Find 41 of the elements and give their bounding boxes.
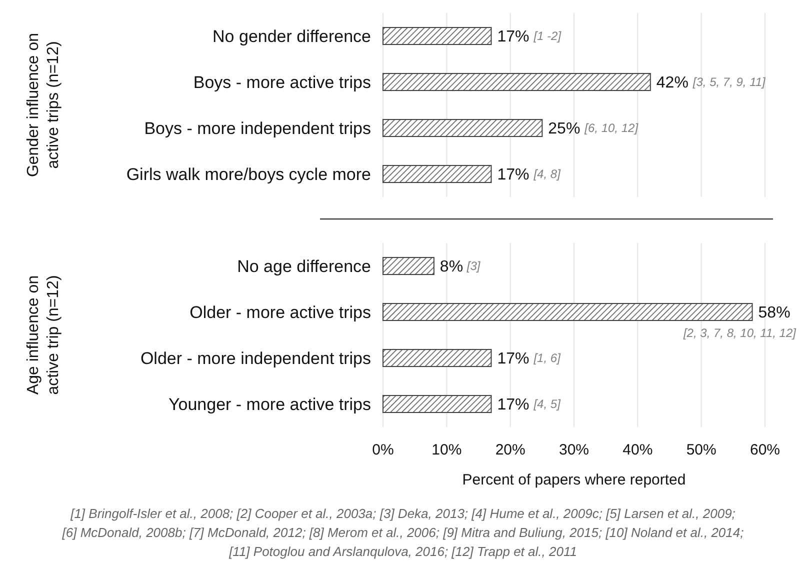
x-tick-label: 20% xyxy=(495,441,526,458)
y-tick-label: Girls walk more/boys cycle more xyxy=(126,164,371,184)
text: [1] Bringolf-Isler et al., 2008; [2] Cooper et al., 2003a; [3] Deka, 2013; [4] Hume et al., 2009c; [5] Larsen et al., 2009; xyxy=(70,506,736,521)
y-tick-label: No gender difference xyxy=(212,26,371,46)
y-tick-label: Boys - more active trips xyxy=(193,72,371,92)
bar xyxy=(382,394,492,414)
data-label: 17% xyxy=(497,350,530,368)
data-label: 17% xyxy=(497,28,530,46)
data-label: 25% xyxy=(548,120,580,138)
x-tick-label: 0% xyxy=(372,441,394,458)
annotation: [3] xyxy=(466,259,481,274)
annotation: [3, 5, 7, 9, 11] xyxy=(692,75,766,90)
annotation: [4, 5] xyxy=(532,397,562,412)
y-axis-title: Gender influence on active trips (n=12) xyxy=(25,32,62,178)
y-tick-label: Boys - more independent trips xyxy=(144,118,371,138)
annotation: [4, 8] xyxy=(532,167,562,182)
y-tick-label: Older - more active trips xyxy=(190,302,371,322)
text: [11] Potoglou and Arslanqulova, 2016; [12] Trapp et al., 2011 xyxy=(228,544,577,559)
data-label: 8% xyxy=(440,258,464,276)
bar xyxy=(382,348,492,368)
bar xyxy=(382,256,434,276)
x-tick-label: 30% xyxy=(558,441,590,458)
x-axis-title: Percent of papers where reported xyxy=(462,471,686,488)
y-tick-label: Older - more independent trips xyxy=(140,348,371,368)
annotation: [1 -2] xyxy=(532,29,562,44)
x-tick-label: 50% xyxy=(686,441,716,458)
annotation: [2, 3, 7, 8, 10, 11, 12] xyxy=(682,326,797,340)
y-tick-label: Younger - more active trips xyxy=(168,394,371,414)
y-tick-label: No age difference xyxy=(237,256,371,276)
x-tick-label: 10% xyxy=(432,441,462,458)
data-label: 58% xyxy=(758,304,790,322)
data-label: 17% xyxy=(497,396,530,414)
data-label: 42% xyxy=(656,74,688,92)
text: [6] McDonald, 2008b; [7] McDonald, 2012; [8] Merom et al., 2006; [9] Mitra and Buliung, 2015; [10] Noland et al., 2014; xyxy=(61,525,744,540)
x-tick-label: 40% xyxy=(622,441,653,458)
annotation: [1, 6] xyxy=(532,351,562,366)
x-tick-label: 60% xyxy=(750,441,780,458)
y-axis-title: Age influence on active trip (n=12) xyxy=(25,275,62,395)
data-label: 17% xyxy=(497,166,530,184)
bar xyxy=(382,302,753,322)
annotation: [6, 10, 12] xyxy=(584,121,639,136)
